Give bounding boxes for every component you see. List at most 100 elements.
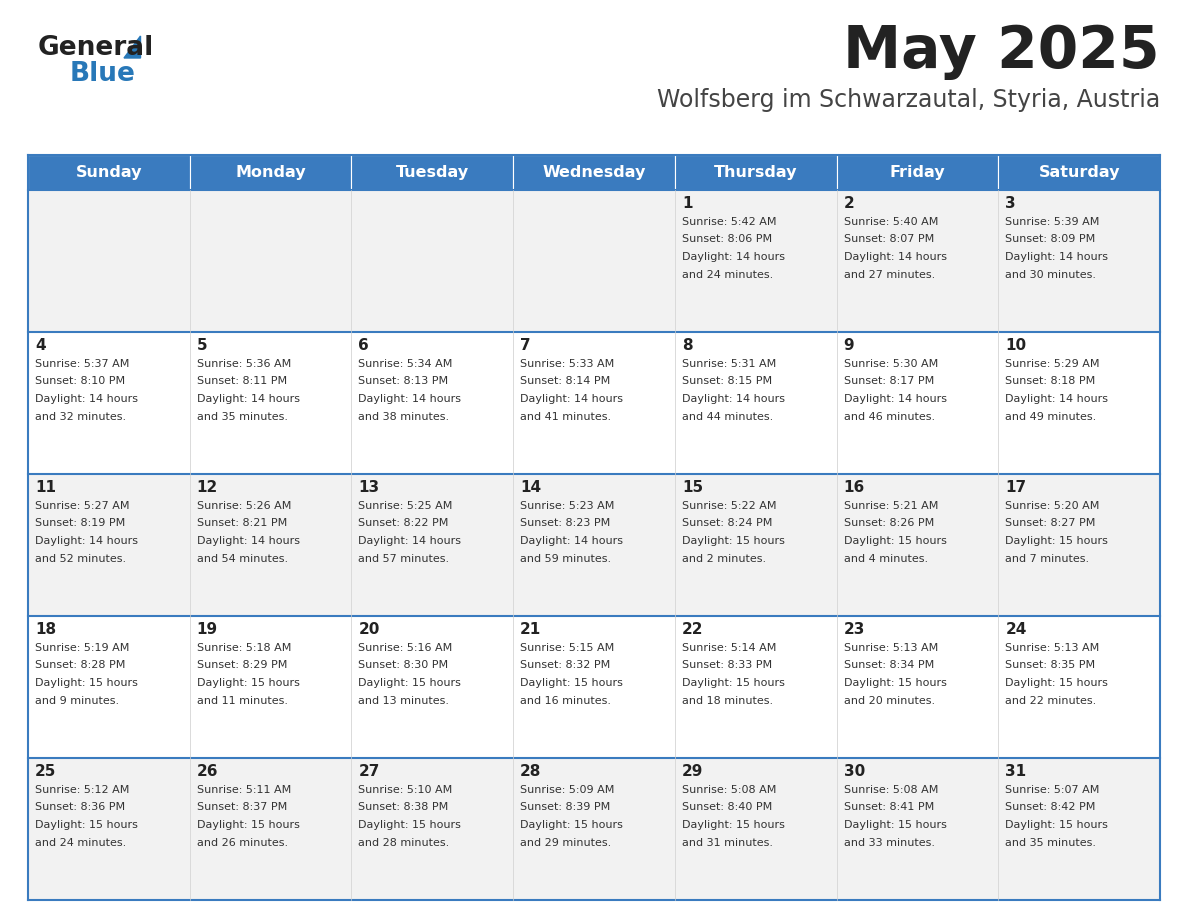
Bar: [29, 190, 190, 332]
Text: 30: 30: [843, 764, 865, 779]
Text: Daylight: 14 hours: Daylight: 14 hours: [34, 536, 138, 546]
Bar: [352, 155, 513, 190]
Text: and 32 minutes.: and 32 minutes.: [34, 411, 126, 421]
Text: Daylight: 15 hours: Daylight: 15 hours: [1005, 536, 1108, 546]
Bar: [836, 332, 998, 474]
Text: 1: 1: [682, 196, 693, 211]
Text: Sunrise: 5:31 AM: Sunrise: 5:31 AM: [682, 359, 776, 369]
Text: Daylight: 14 hours: Daylight: 14 hours: [34, 394, 138, 404]
Text: 20: 20: [359, 622, 380, 637]
Bar: [998, 758, 1159, 900]
Text: Sunrise: 5:09 AM: Sunrise: 5:09 AM: [520, 785, 614, 795]
Bar: [675, 190, 836, 332]
Text: and 33 minutes.: and 33 minutes.: [843, 837, 935, 847]
Text: 10: 10: [1005, 338, 1026, 353]
Bar: [29, 616, 190, 758]
Text: 25: 25: [34, 764, 56, 779]
Text: Daylight: 15 hours: Daylight: 15 hours: [359, 678, 461, 688]
Bar: [675, 155, 836, 190]
Text: 8: 8: [682, 338, 693, 353]
Text: Daylight: 15 hours: Daylight: 15 hours: [34, 678, 138, 688]
Text: 3: 3: [1005, 196, 1016, 211]
Bar: [998, 190, 1159, 332]
Text: Sunrise: 5:23 AM: Sunrise: 5:23 AM: [520, 501, 614, 511]
Text: and 46 minutes.: and 46 minutes.: [843, 411, 935, 421]
Text: 6: 6: [359, 338, 369, 353]
Text: Sunrise: 5:15 AM: Sunrise: 5:15 AM: [520, 643, 614, 653]
Text: Sunset: 8:39 PM: Sunset: 8:39 PM: [520, 802, 611, 812]
Text: Daylight: 14 hours: Daylight: 14 hours: [843, 394, 947, 404]
Text: Wolfsberg im Schwarzautal, Styria, Austria: Wolfsberg im Schwarzautal, Styria, Austr…: [657, 88, 1159, 112]
Text: 21: 21: [520, 622, 542, 637]
Text: 2: 2: [843, 196, 854, 211]
Text: and 26 minutes.: and 26 minutes.: [197, 837, 287, 847]
Text: Daylight: 14 hours: Daylight: 14 hours: [682, 252, 785, 262]
Bar: [352, 190, 513, 332]
Text: Sunset: 8:11 PM: Sunset: 8:11 PM: [197, 376, 286, 386]
Bar: [836, 758, 998, 900]
Text: and 27 minutes.: and 27 minutes.: [843, 270, 935, 279]
Text: Daylight: 14 hours: Daylight: 14 hours: [1005, 394, 1108, 404]
Bar: [513, 758, 675, 900]
Text: and 44 minutes.: and 44 minutes.: [682, 411, 773, 421]
Text: Sunrise: 5:10 AM: Sunrise: 5:10 AM: [359, 785, 453, 795]
Text: and 18 minutes.: and 18 minutes.: [682, 696, 773, 706]
Text: Daylight: 14 hours: Daylight: 14 hours: [520, 536, 624, 546]
Text: Sunset: 8:27 PM: Sunset: 8:27 PM: [1005, 519, 1095, 529]
Text: 14: 14: [520, 480, 542, 495]
Text: 22: 22: [682, 622, 703, 637]
Text: 17: 17: [1005, 480, 1026, 495]
Text: Sunrise: 5:16 AM: Sunrise: 5:16 AM: [359, 643, 453, 653]
Text: Sunset: 8:34 PM: Sunset: 8:34 PM: [843, 660, 934, 670]
Text: 29: 29: [682, 764, 703, 779]
Text: Sunset: 8:40 PM: Sunset: 8:40 PM: [682, 802, 772, 812]
Text: Sunrise: 5:13 AM: Sunrise: 5:13 AM: [1005, 643, 1100, 653]
Text: and 31 minutes.: and 31 minutes.: [682, 837, 773, 847]
Bar: [352, 332, 513, 474]
Polygon shape: [124, 36, 140, 58]
Text: Sunset: 8:14 PM: Sunset: 8:14 PM: [520, 376, 611, 386]
Bar: [675, 332, 836, 474]
Text: and 52 minutes.: and 52 minutes.: [34, 554, 126, 564]
Text: 15: 15: [682, 480, 703, 495]
Text: 12: 12: [197, 480, 217, 495]
Text: Daylight: 15 hours: Daylight: 15 hours: [520, 820, 623, 830]
Text: Sunset: 8:33 PM: Sunset: 8:33 PM: [682, 660, 772, 670]
Text: Sunrise: 5:11 AM: Sunrise: 5:11 AM: [197, 785, 291, 795]
Text: Daylight: 14 hours: Daylight: 14 hours: [1005, 252, 1108, 262]
Text: and 7 minutes.: and 7 minutes.: [1005, 554, 1089, 564]
Text: 5: 5: [197, 338, 208, 353]
Text: 16: 16: [843, 480, 865, 495]
Text: 11: 11: [34, 480, 56, 495]
Text: Sunset: 8:35 PM: Sunset: 8:35 PM: [1005, 660, 1095, 670]
Bar: [675, 616, 836, 758]
Text: 31: 31: [1005, 764, 1026, 779]
Text: and 28 minutes.: and 28 minutes.: [359, 837, 450, 847]
Text: Daylight: 14 hours: Daylight: 14 hours: [197, 536, 299, 546]
Text: Sunrise: 5:34 AM: Sunrise: 5:34 AM: [359, 359, 453, 369]
Text: Sunset: 8:19 PM: Sunset: 8:19 PM: [34, 519, 125, 529]
Text: Sunset: 8:09 PM: Sunset: 8:09 PM: [1005, 234, 1095, 244]
Text: Sunrise: 5:22 AM: Sunrise: 5:22 AM: [682, 501, 776, 511]
Bar: [352, 474, 513, 616]
Text: Daylight: 15 hours: Daylight: 15 hours: [682, 536, 785, 546]
Text: Thursday: Thursday: [714, 165, 797, 180]
Text: Sunrise: 5:36 AM: Sunrise: 5:36 AM: [197, 359, 291, 369]
Text: Blue: Blue: [70, 61, 135, 87]
Text: Sunset: 8:17 PM: Sunset: 8:17 PM: [843, 376, 934, 386]
Bar: [998, 155, 1159, 190]
Bar: [513, 474, 675, 616]
Text: and 22 minutes.: and 22 minutes.: [1005, 696, 1097, 706]
Bar: [29, 758, 190, 900]
Text: Daylight: 15 hours: Daylight: 15 hours: [843, 678, 947, 688]
Text: Daylight: 15 hours: Daylight: 15 hours: [843, 536, 947, 546]
Text: Sunrise: 5:26 AM: Sunrise: 5:26 AM: [197, 501, 291, 511]
Text: Sunrise: 5:29 AM: Sunrise: 5:29 AM: [1005, 359, 1100, 369]
Text: Daylight: 15 hours: Daylight: 15 hours: [843, 820, 947, 830]
Text: Sunset: 8:10 PM: Sunset: 8:10 PM: [34, 376, 125, 386]
Text: and 24 minutes.: and 24 minutes.: [34, 837, 126, 847]
Text: Daylight: 15 hours: Daylight: 15 hours: [520, 678, 623, 688]
Text: Sunrise: 5:27 AM: Sunrise: 5:27 AM: [34, 501, 129, 511]
Text: Sunrise: 5:40 AM: Sunrise: 5:40 AM: [843, 217, 939, 227]
Text: and 49 minutes.: and 49 minutes.: [1005, 411, 1097, 421]
